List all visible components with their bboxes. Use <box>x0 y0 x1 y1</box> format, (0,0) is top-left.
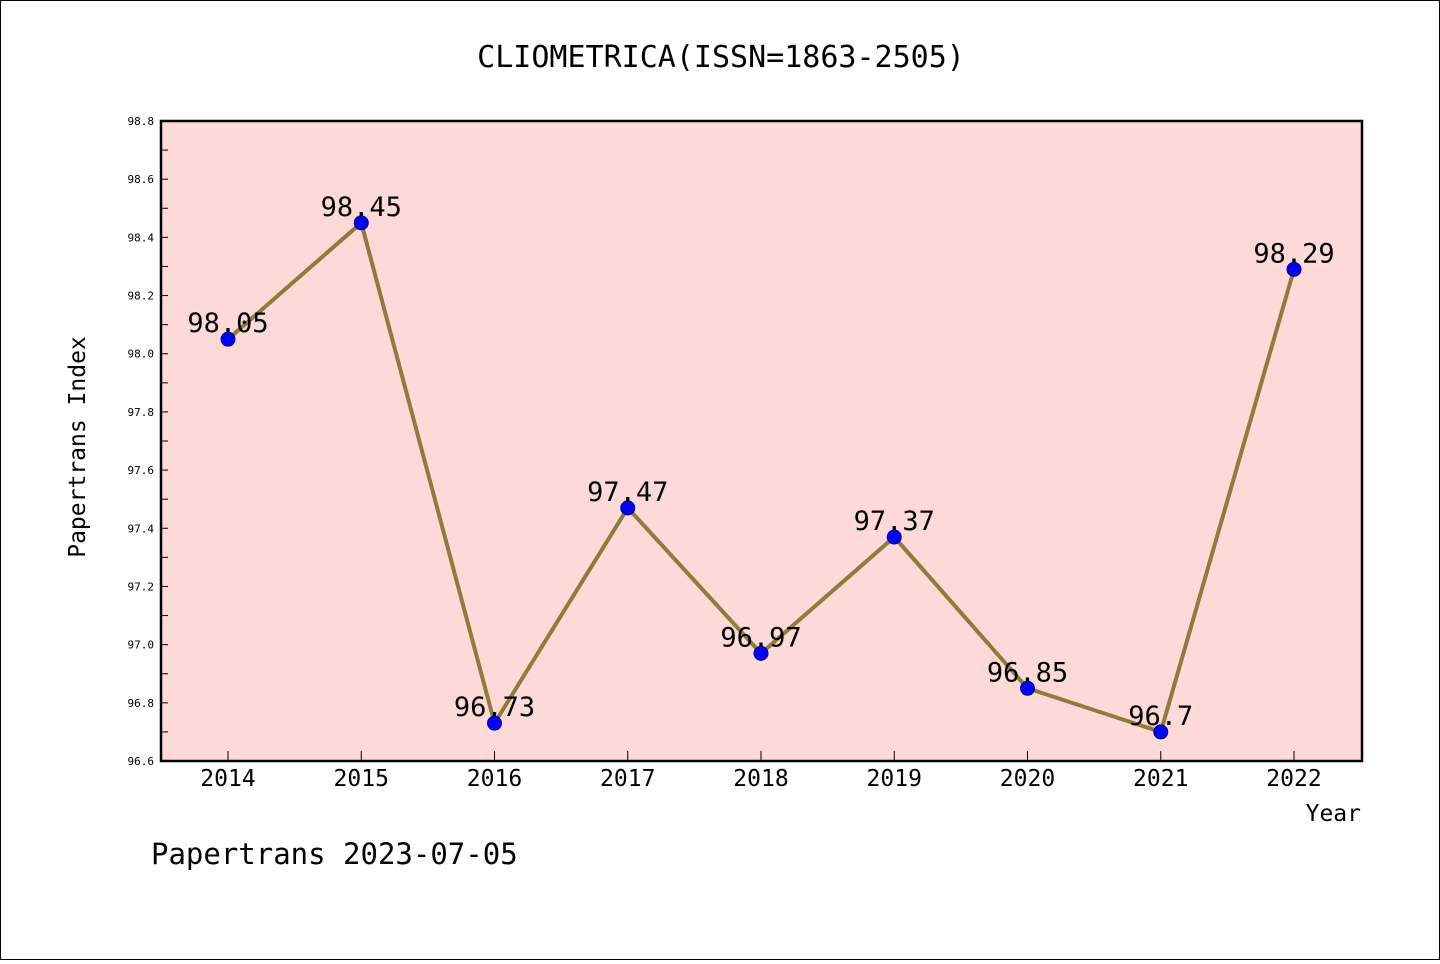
y-tick-label: 96.6 <box>128 755 155 768</box>
data-label-2019: 97.37 <box>854 506 935 537</box>
data-markers <box>220 215 1302 740</box>
y-tick-label: 98.0 <box>128 348 155 361</box>
data-label-2017: 97.47 <box>587 477 668 508</box>
x-tick-label: 2022 <box>1266 766 1321 792</box>
data-label-2021: 96.7 <box>1128 701 1193 732</box>
x-axis-label: Year <box>1306 801 1361 827</box>
x-tick-label: 2019 <box>867 766 922 792</box>
data-point-2022 <box>1286 261 1302 277</box>
data-point-2021 <box>1153 724 1169 740</box>
data-label-2016: 96.73 <box>454 692 535 723</box>
data-labels: 98.05 98.45 96.73 97.47 96.97 97.37 96.85 96.7 9… <box>187 192 1334 732</box>
y-tick-label: 97.8 <box>128 406 155 419</box>
data-label-2014: 98.05 <box>187 308 268 339</box>
x-tick-label: 2021 <box>1133 766 1188 792</box>
y-tick-label: 97.0 <box>128 639 155 652</box>
data-point-2016 <box>487 715 502 731</box>
x-tick-label: 2020 <box>1000 766 1055 792</box>
data-label-2020: 96.85 <box>987 657 1068 688</box>
y-tick-label: 98.4 <box>128 231 155 244</box>
chart-title: CLIOMETRICA(ISSN=1863-2505) <box>477 40 965 75</box>
x-tick-label: 2017 <box>600 766 655 792</box>
x-axis: 2014 2015 2016 2017 2018 2019 2020 2021 2022 <box>200 751 1322 792</box>
x-tick-label: 2016 <box>467 766 522 792</box>
y-axis: 96.6 96.8 97.0 97.2 97.4 97.6 97.8 98.0 98.2 98.4… <box>128 115 168 768</box>
y-tick-label: 97.6 <box>128 464 155 477</box>
data-label-2022: 98.29 <box>1253 238 1334 269</box>
y-tick-label: 97.4 <box>128 522 155 535</box>
y-tick-label: 97.2 <box>128 580 155 593</box>
data-label-2018: 96.97 <box>720 622 801 653</box>
y-tick-label: 98.8 <box>128 115 155 128</box>
footer-source-date: Papertrans 2023-07-05 <box>151 837 518 871</box>
data-point-2019 <box>886 529 902 545</box>
data-point-2017 <box>620 500 636 516</box>
y-axis-label: Papertrans Index <box>65 336 91 558</box>
data-point-2015 <box>353 215 369 231</box>
data-point-2018 <box>753 645 769 661</box>
data-point-2020 <box>1020 680 1035 696</box>
y-tick-label: 96.8 <box>128 697 155 710</box>
y-tick-label: 98.2 <box>128 290 155 303</box>
x-tick-label: 2018 <box>733 766 788 792</box>
data-label-2015: 98.45 <box>321 192 402 223</box>
y-tick-label: 98.6 <box>128 173 155 186</box>
data-point-2014 <box>220 331 236 347</box>
x-tick-label: 2014 <box>200 766 255 792</box>
x-tick-label: 2015 <box>334 766 389 792</box>
